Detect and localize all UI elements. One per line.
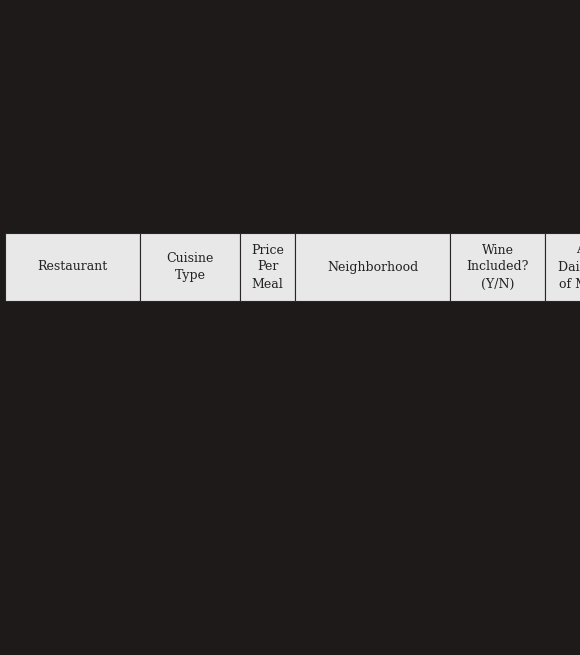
Bar	[450, 233, 545, 301]
Text: Restaurant: Restaurant	[37, 261, 108, 274]
Text: Price
Per
Meal: Price Per Meal	[251, 244, 284, 291]
Bar	[295, 233, 450, 301]
Text: Average
Daily Number
of Meals Sold: Average Daily Number of Meals Sold	[558, 244, 580, 291]
Bar	[140, 233, 240, 301]
Text: Cuisine
Type: Cuisine Type	[166, 252, 213, 282]
Bar	[5, 233, 140, 301]
Bar	[545, 233, 580, 301]
Text: Neighborhood: Neighborhood	[327, 261, 418, 274]
Text: Wine
Included?
(Y/N): Wine Included? (Y/N)	[466, 244, 529, 291]
Bar	[240, 233, 295, 301]
